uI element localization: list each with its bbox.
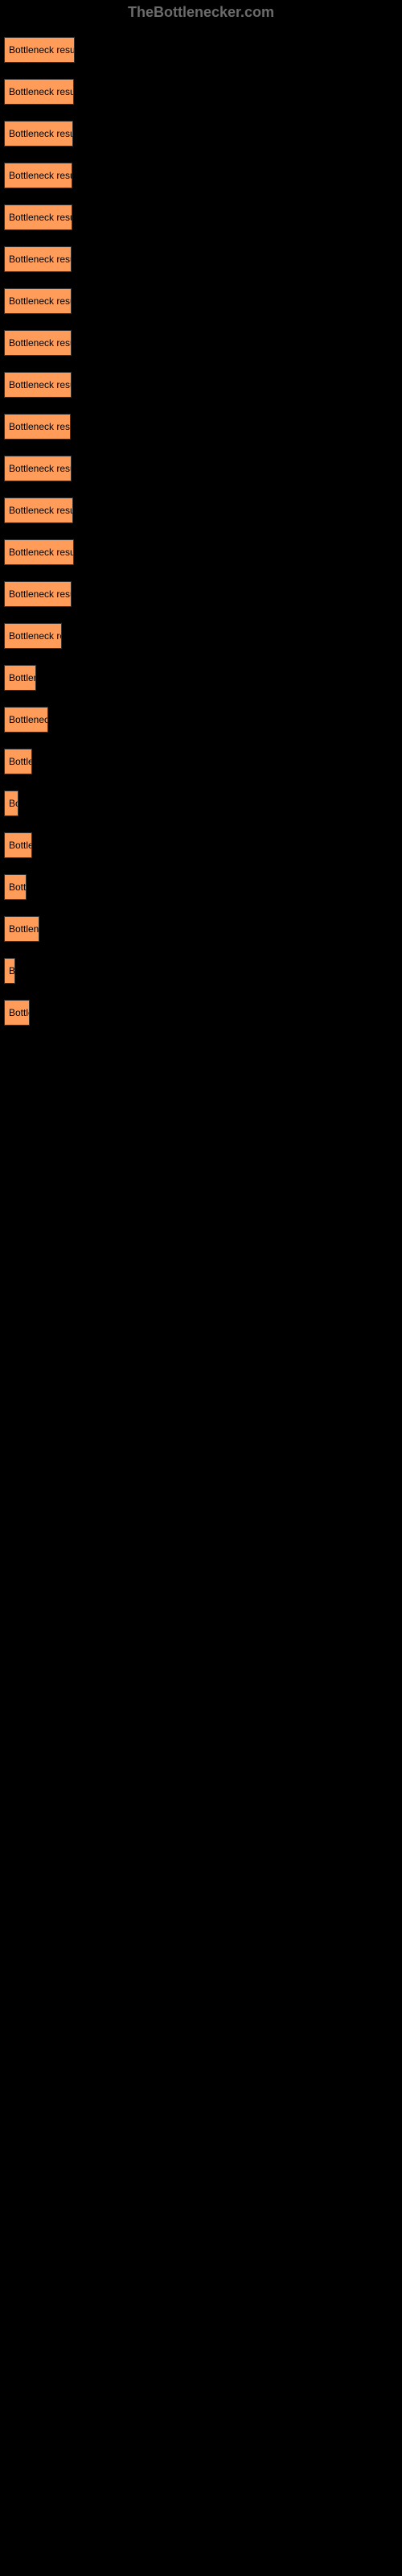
bottleneck-result-button[interactable]: Bottleneck result (4, 497, 73, 523)
page-header: TheBottlenecker.com (0, 0, 402, 25)
bottleneck-result-button[interactable]: Bottle (4, 1000, 30, 1026)
button-wrapper: Bottleneck result (4, 163, 398, 192)
button-wrapper: Bottleneck result (4, 246, 398, 276)
button-wrapper: Bottlene (4, 665, 398, 695)
bottleneck-result-button[interactable]: Bottleneck result (4, 204, 72, 230)
button-wrapper: Bottleneck result (4, 372, 398, 402)
button-wrapper: Bottleneck result (4, 414, 398, 444)
bottleneck-result-button[interactable]: Bottleneck result (4, 121, 73, 147)
button-wrapper: Bottlenec (4, 916, 398, 946)
bottleneck-result-button[interactable]: Bottleneck result (4, 330, 72, 356)
button-wrapper: Bottleneck (4, 707, 398, 737)
bottleneck-result-button[interactable]: Bottleneck result (4, 581, 72, 607)
button-wrapper: Bo (4, 791, 398, 820)
button-wrapper: Bottle (4, 874, 398, 904)
button-wrapper: Bottleneck result (4, 79, 398, 109)
bottleneck-result-button[interactable]: Bottleneck result (4, 539, 74, 565)
button-wrapper: Bottleneck result (4, 288, 398, 318)
bottleneck-result-button[interactable]: Bottleneck result (4, 79, 74, 105)
button-wrapper: Bottleneck result (4, 456, 398, 485)
button-wrapper: Bottle (4, 1000, 398, 1030)
bottleneck-result-button[interactable]: Bottlen (4, 832, 32, 858)
button-wrapper: Bottlen (4, 749, 398, 778)
bottleneck-result-button[interactable]: Bottleneck result (4, 414, 71, 440)
button-wrapper: Bottleneck re (4, 623, 398, 653)
bottleneck-result-button[interactable]: Bottleneck result (4, 372, 72, 398)
button-wrapper: Bottleneck result (4, 539, 398, 569)
button-wrapper: Be (4, 958, 398, 988)
bottleneck-result-button[interactable]: Bottlenec (4, 916, 39, 942)
button-wrapper: Bottleneck result (4, 37, 398, 67)
bottleneck-result-button[interactable]: Bo (4, 791, 18, 816)
buttons-list: Bottleneck result Bottleneck result Bottle… (0, 37, 402, 1030)
bottleneck-result-button[interactable]: Bottleneck (4, 707, 48, 733)
button-wrapper: Bottleneck result (4, 330, 398, 360)
bottleneck-result-button[interactable]: Bottleneck result (4, 246, 72, 272)
bottleneck-result-button[interactable]: Be (4, 958, 15, 984)
bottleneck-result-button[interactable]: Bottleneck re (4, 623, 62, 649)
bottleneck-result-button[interactable]: Bottlen (4, 749, 32, 774)
bottleneck-result-button[interactable]: Bottleneck result (4, 456, 72, 481)
bottleneck-result-button[interactable]: Bottleneck result (4, 37, 75, 63)
button-wrapper: Bottleneck result (4, 204, 398, 234)
bottleneck-result-button[interactable]: Bottle (4, 874, 27, 900)
bottleneck-result-button[interactable]: Bottleneck result (4, 163, 72, 188)
bottleneck-result-button[interactable]: Bottleneck result (4, 288, 72, 314)
button-wrapper: Bottleneck result (4, 497, 398, 527)
site-title: TheBottlenecker.com (128, 4, 274, 20)
button-wrapper: Bottleneck result (4, 581, 398, 611)
button-wrapper: Bottlen (4, 832, 398, 862)
bottleneck-result-button[interactable]: Bottlene (4, 665, 36, 691)
button-wrapper: Bottleneck result (4, 121, 398, 151)
